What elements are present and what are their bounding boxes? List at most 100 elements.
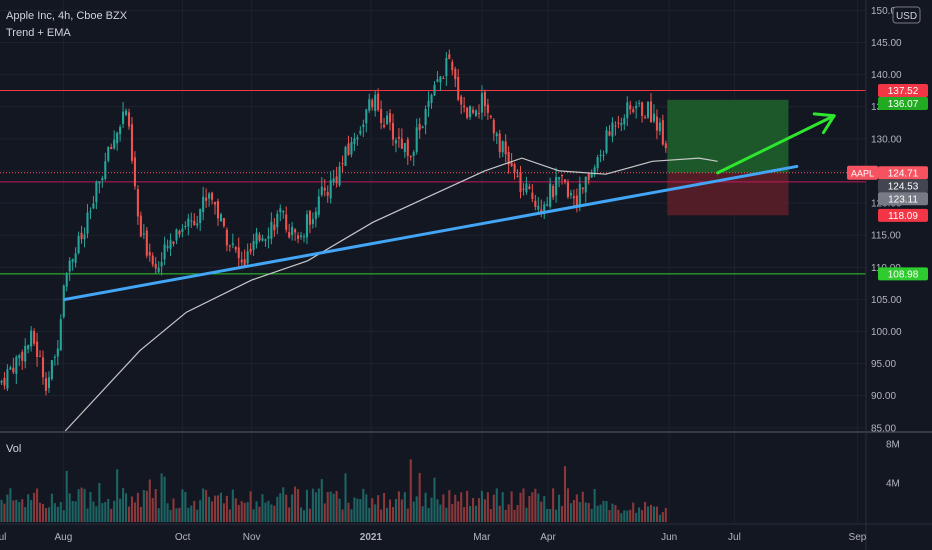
volume-bar (528, 495, 531, 522)
candle (617, 122, 620, 124)
volume-bar (353, 497, 356, 522)
candle (39, 355, 42, 357)
volume-bar (632, 502, 635, 522)
candle (27, 345, 30, 350)
volume-bar (62, 510, 65, 522)
candle (83, 234, 86, 240)
time-tick-label: Sep (849, 532, 867, 543)
trend-line[interactable] (63, 164, 799, 301)
volume-bar (71, 501, 74, 522)
volume-bar (202, 488, 205, 522)
candle (30, 330, 33, 347)
volume-bar (59, 501, 62, 522)
candle (89, 211, 92, 213)
candle (246, 251, 249, 264)
volume-bar (593, 488, 596, 522)
candle (279, 208, 282, 213)
candle (225, 229, 228, 246)
candle (558, 177, 561, 180)
candle (199, 208, 202, 224)
volume-bar (575, 494, 578, 522)
target-arrow[interactable] (716, 114, 836, 175)
volume-bar (581, 491, 584, 522)
volume-bar (646, 506, 650, 522)
volume-bar (558, 494, 561, 522)
volume-bar (12, 500, 15, 522)
volume-bar (510, 491, 513, 522)
candle (655, 116, 658, 131)
arrow-head-icon[interactable] (812, 112, 836, 135)
volume-bar (122, 488, 125, 522)
volume-label: Vol (6, 443, 22, 455)
volume-bar (142, 489, 145, 522)
volume-bar (560, 506, 564, 522)
volume-bar (267, 500, 270, 522)
volume-bar (36, 488, 39, 522)
candle (516, 175, 519, 177)
volume-bar (252, 509, 255, 522)
volume-bar (617, 509, 620, 522)
volume-bar (652, 506, 656, 522)
price-tick-label: 105.00 (871, 295, 902, 306)
volume-bar (442, 494, 445, 522)
candle (68, 260, 71, 272)
volume-bar (181, 489, 184, 522)
candle (59, 319, 62, 351)
candle (15, 356, 18, 374)
price-tick-label: 150.00 (871, 6, 902, 17)
volume-bar (219, 492, 222, 522)
profit-zone[interactable] (667, 99, 789, 173)
candle (311, 219, 314, 225)
volume-bar (326, 492, 329, 522)
volume-bar (516, 505, 519, 522)
candle (454, 69, 457, 80)
volume-bar (406, 508, 409, 522)
price-tick-label: 90.00 (871, 391, 896, 402)
candle (638, 102, 641, 104)
volume-bar (350, 509, 353, 522)
volume-bar (421, 506, 424, 522)
candle (421, 126, 424, 129)
candle (611, 122, 614, 137)
volume-bar (368, 507, 371, 522)
candle (9, 367, 12, 370)
candle (252, 240, 255, 250)
ema-line[interactable] (64, 157, 718, 432)
symbol-title[interactable]: Apple Inc, 4h, Cboe BZX (6, 10, 128, 22)
volume-bar (344, 473, 347, 522)
currency-button[interactable] (892, 6, 921, 24)
indicator-label[interactable]: Trend + EMA (6, 27, 71, 39)
volume-bar (178, 507, 181, 522)
volume-bar (537, 493, 540, 522)
volume-bar (409, 459, 412, 522)
volume-bar (356, 498, 359, 522)
candle (163, 244, 166, 260)
price-label-badge (878, 84, 928, 98)
candle (305, 214, 309, 238)
volume-bar (21, 499, 24, 522)
volume-bar (661, 511, 664, 522)
candle (44, 378, 48, 391)
candle (451, 61, 454, 71)
candle (196, 223, 199, 226)
volume-bar (504, 509, 507, 522)
candle (380, 109, 383, 124)
volume-bar (273, 505, 276, 522)
candle (549, 183, 552, 207)
candle (145, 230, 148, 256)
volume-bar (605, 501, 608, 522)
price-label-badge (878, 166, 928, 180)
candle (472, 109, 475, 113)
volume-bar (317, 488, 320, 522)
volume-bar (205, 489, 208, 522)
volume-bar (184, 491, 187, 522)
candle (350, 141, 353, 155)
candle (537, 206, 540, 210)
volume-bar (391, 506, 395, 522)
volume-bar (474, 505, 478, 522)
candle (187, 218, 190, 227)
volume-bar (433, 477, 436, 522)
volume-bar (424, 492, 427, 522)
volume-bar (552, 488, 555, 522)
